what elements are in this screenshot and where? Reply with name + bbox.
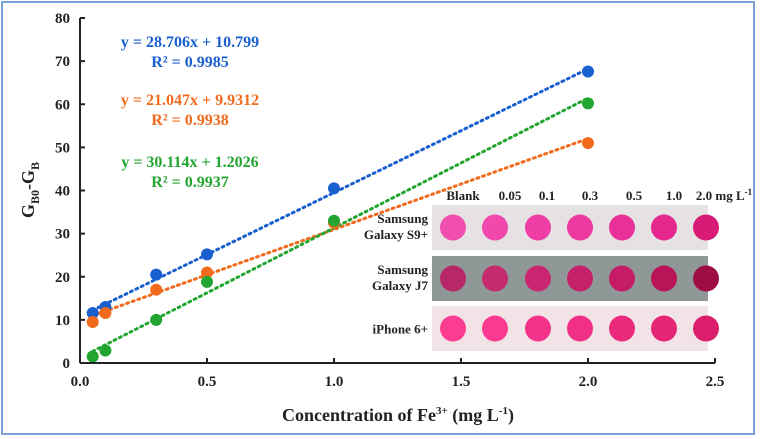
trendline	[91, 67, 590, 312]
color-spot	[693, 315, 719, 342]
y-tick-label: 70	[55, 54, 70, 70]
inset-column-label: Blank	[446, 188, 480, 203]
data-point	[201, 275, 213, 288]
equation-label: y = 21.047x + 9.9312	[121, 92, 259, 109]
x-tick-label: 1.5	[452, 374, 471, 390]
color-spot	[567, 315, 593, 342]
data-point	[150, 268, 163, 281]
color-spot	[693, 265, 719, 292]
data-point	[201, 248, 213, 261]
r2-label: R² = 0.9938	[151, 112, 228, 129]
inset-column-label: 2.0 mg L-1	[696, 187, 753, 203]
equation-iphone: y = 21.047x + 9.9312 R² = 0.9938	[121, 92, 259, 129]
color-spot	[440, 214, 466, 241]
equation-label: y = 30.114x + 1.2026	[121, 154, 258, 171]
x-tick-label: 2.5	[706, 374, 725, 390]
trendline	[91, 137, 590, 318]
inset-column-label: 1.0	[666, 188, 682, 203]
color-spot	[567, 265, 593, 292]
inset-row-label: Galaxy S9+	[364, 227, 428, 242]
y-tick-label: 40	[55, 184, 70, 200]
color-spot	[440, 265, 466, 292]
x-tick-label: 0.5	[198, 374, 217, 390]
color-spot	[609, 315, 635, 342]
data-point	[328, 214, 340, 227]
data-point	[99, 306, 112, 319]
inset-row-label: Samsung	[377, 262, 428, 277]
equation-j7: y = 30.114x + 1.2026 R² = 0.9937	[121, 154, 258, 191]
inset-column-label: 0.05	[499, 188, 522, 203]
equation-label: y = 28.706x + 10.799	[121, 34, 259, 51]
color-spot	[693, 214, 719, 241]
inset-photo: Blank 0.05 0.1 0.3 0.5 1.0 2.0 mg L-1SamsungGa…	[364, 187, 753, 351]
data-point	[201, 266, 213, 279]
y-tick-label: 50	[55, 140, 70, 156]
color-spot	[567, 214, 593, 241]
inset-column-label: 0.5	[626, 188, 643, 203]
color-spot	[482, 214, 508, 241]
data-point	[150, 313, 163, 326]
x-tick-label: 2.0	[579, 374, 598, 390]
data-point	[86, 350, 99, 363]
data-point	[86, 306, 99, 319]
data-point	[582, 97, 594, 110]
color-spot	[525, 265, 551, 292]
color-spot	[482, 315, 508, 342]
r2-label: R² = 0.9985	[151, 54, 228, 71]
x-tick-label: 0.0	[71, 374, 90, 390]
r2-label: R² = 0.9937	[151, 174, 228, 191]
y-tick-label: 60	[55, 97, 70, 113]
y-tick-label: 30	[55, 227, 70, 243]
color-spot	[651, 265, 677, 292]
equation-s9: y = 28.706x + 10.799 R² = 0.9985	[121, 34, 259, 71]
inset-row-label: iPhone 6+	[373, 322, 428, 337]
x-tick-label: 1.0	[325, 374, 344, 390]
data-point	[99, 344, 112, 357]
inset-column-label: 0.3	[582, 188, 599, 203]
color-spot	[609, 214, 635, 241]
inset-row-label: Galaxy J7	[372, 278, 428, 293]
data-points	[86, 65, 594, 363]
color-spot	[440, 315, 466, 342]
color-spot	[525, 315, 551, 342]
trendlines	[91, 67, 590, 353]
inset-row: iPhone 6+	[373, 306, 719, 351]
x-axis-label: Concentration of Fe3+ (mg L-1)	[282, 405, 514, 426]
data-point	[582, 137, 594, 150]
color-spot	[651, 214, 677, 241]
color-spot	[482, 265, 508, 292]
color-spot	[609, 265, 635, 292]
color-spot	[651, 315, 677, 342]
data-point	[582, 65, 594, 78]
data-point	[86, 316, 99, 329]
y-tick-label: 80	[55, 11, 70, 27]
y-ticks: 0 10 20 30 40 50 60 70 80	[55, 11, 85, 372]
trendline	[91, 96, 590, 353]
y-tick-label: 0	[63, 356, 71, 372]
color-spot	[525, 214, 551, 241]
x-ticks: 0.0 0.5 1.0 1.5 2.0 2.5	[71, 358, 725, 390]
y-tick-label: 20	[55, 270, 70, 286]
y-tick-label: 10	[55, 313, 70, 329]
data-point	[328, 182, 340, 195]
inset-column-label: 0.1	[539, 188, 555, 203]
data-point	[150, 283, 163, 296]
inset-row-label: Samsung	[377, 211, 428, 226]
inset-column-labels: Blank 0.05 0.1 0.3 0.5 1.0 2.0 mg L-1	[446, 187, 752, 203]
y-axis-label: GB0-GB	[18, 162, 42, 218]
